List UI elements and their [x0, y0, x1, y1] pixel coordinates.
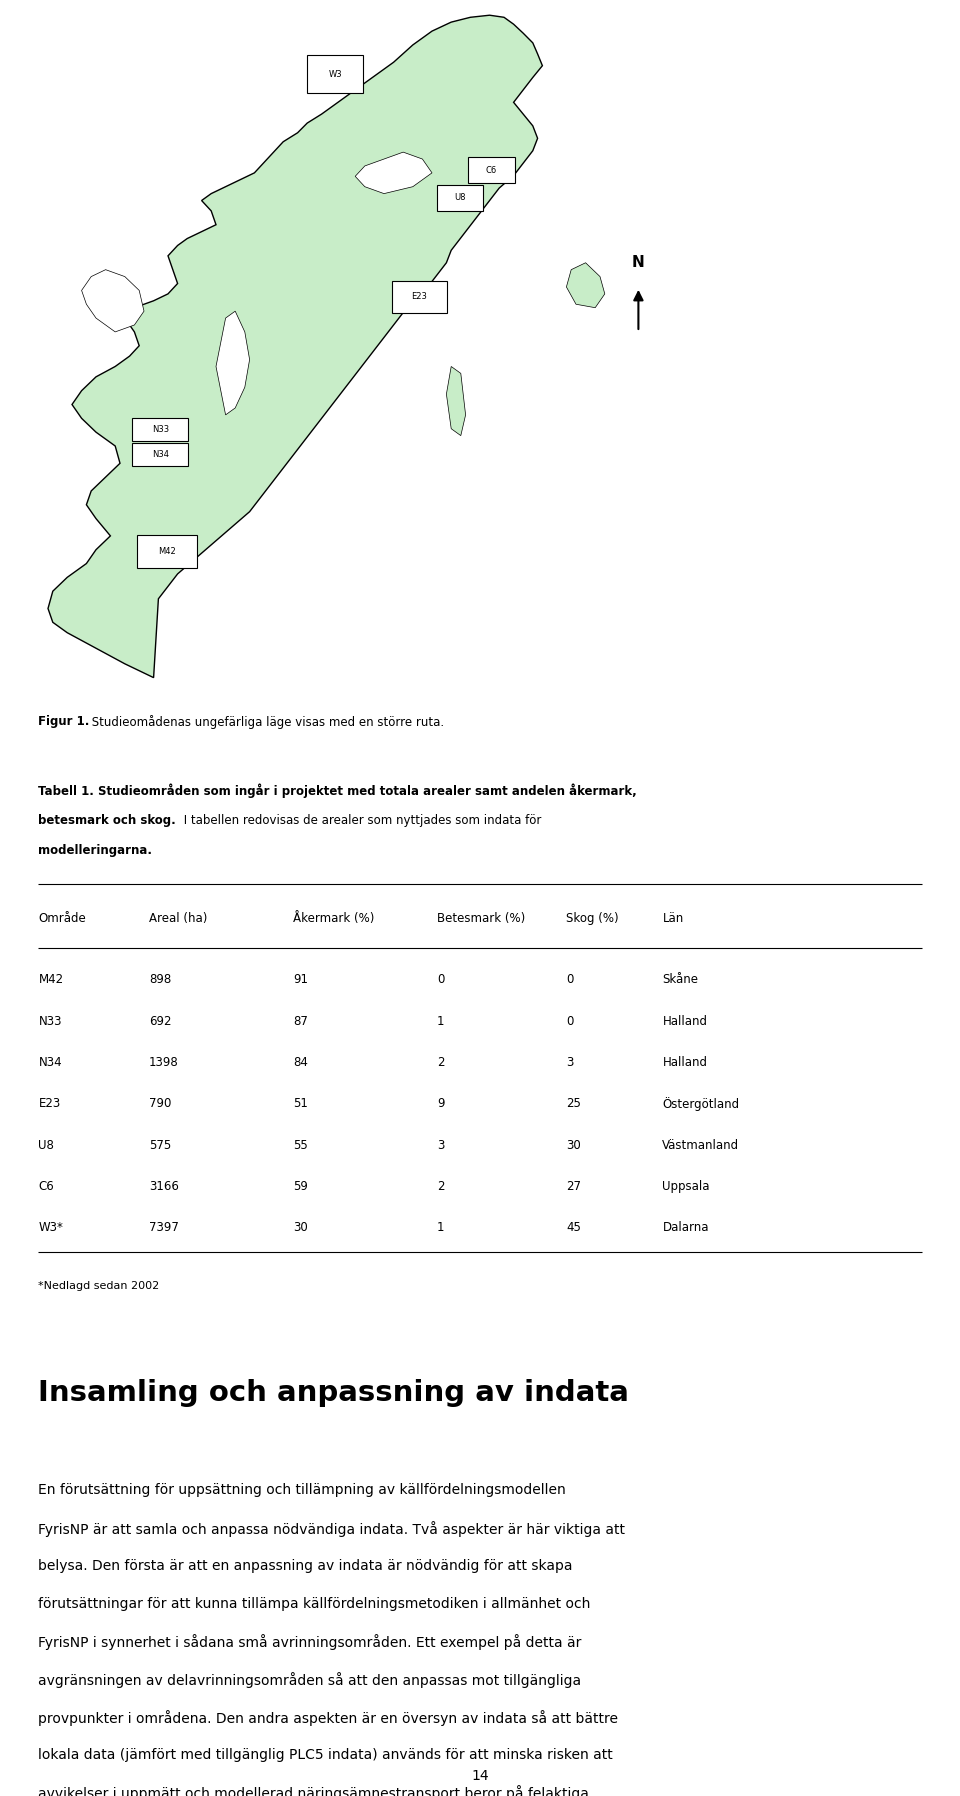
Text: Areal (ha): Areal (ha) [149, 912, 207, 925]
Text: Tabell 1. Studieområden som ingår i projektet med totala arealer samt andelen åk: Tabell 1. Studieområden som ingår i proj… [38, 783, 637, 797]
Text: Uppsala: Uppsala [662, 1180, 709, 1193]
Text: 27: 27 [566, 1180, 582, 1193]
Text: I tabellen redovisas de arealer som nyttjades som indata för: I tabellen redovisas de arealer som nytt… [180, 814, 541, 826]
Text: E23: E23 [412, 293, 427, 302]
Polygon shape [82, 269, 144, 332]
Text: N: N [632, 255, 645, 269]
Text: 59: 59 [293, 1180, 307, 1193]
Text: modelleringarna.: modelleringarna. [38, 844, 153, 857]
Text: avvikelser i uppmätt och modellerad näringsämnestransport beror på felaktiga: avvikelser i uppmätt och modellerad näri… [38, 1785, 589, 1796]
Text: C6: C6 [486, 165, 497, 174]
Text: Skåne: Skåne [662, 973, 698, 986]
Text: 790: 790 [149, 1097, 171, 1110]
Text: C6: C6 [38, 1180, 54, 1193]
Bar [132, 418, 188, 442]
Text: 575: 575 [149, 1139, 171, 1151]
Text: 898: 898 [149, 973, 171, 986]
Text: U8: U8 [454, 194, 466, 203]
Text: Studieomådenas ungefärliga läge visas med en större ruta.: Studieomådenas ungefärliga läge visas me… [88, 715, 444, 729]
Text: 87: 87 [293, 1015, 307, 1027]
Text: 3: 3 [437, 1139, 444, 1151]
Text: 2: 2 [437, 1180, 444, 1193]
Text: 51: 51 [293, 1097, 307, 1110]
Text: 7397: 7397 [149, 1221, 179, 1234]
Text: M42: M42 [158, 548, 176, 557]
Text: 84: 84 [293, 1056, 307, 1069]
Text: N33: N33 [152, 426, 169, 435]
Text: betesmark och skog.: betesmark och skog. [38, 814, 176, 826]
Text: W3*: W3* [38, 1221, 63, 1234]
Text: provpunkter i områdena. Den andra aspekten är en översyn av indata så att bättre: provpunkter i områdena. Den andra aspekt… [38, 1710, 618, 1726]
Text: 692: 692 [149, 1015, 171, 1027]
Bar [307, 56, 363, 93]
Text: Figur 1.: Figur 1. [38, 715, 90, 727]
Text: N33: N33 [38, 1015, 61, 1027]
Text: Betesmark (%): Betesmark (%) [437, 912, 525, 925]
Bar [132, 442, 188, 465]
Text: Dalarna: Dalarna [662, 1221, 708, 1234]
Bar [468, 156, 515, 183]
Text: Skog (%): Skog (%) [566, 912, 619, 925]
Text: Västmanland: Västmanland [662, 1139, 739, 1151]
Text: Län: Län [662, 912, 684, 925]
Text: belysa. Den första är att en anpassning av indata är nödvändig för att skapa: belysa. Den första är att en anpassning … [38, 1559, 573, 1573]
Bar [437, 185, 483, 210]
Text: FyrisNP är att samla och anpassa nödvändiga indata. Två aspekter är här viktiga : FyrisNP är att samla och anpassa nödvänd… [38, 1521, 625, 1537]
Text: FyrisNP i synnerhet i sådana små avrinningsområden. Ett exempel på detta är: FyrisNP i synnerhet i sådana små avrinni… [38, 1634, 582, 1651]
Text: 3166: 3166 [149, 1180, 179, 1193]
Text: 14: 14 [471, 1769, 489, 1783]
Text: 1: 1 [437, 1221, 444, 1234]
Polygon shape [216, 311, 250, 415]
Polygon shape [566, 262, 605, 307]
Text: 0: 0 [437, 973, 444, 986]
Text: 45: 45 [566, 1221, 581, 1234]
Text: Halland: Halland [662, 1015, 708, 1027]
Text: Åkermark (%): Åkermark (%) [293, 912, 374, 925]
Text: 9: 9 [437, 1097, 444, 1110]
Text: W3: W3 [328, 70, 342, 79]
Text: M42: M42 [38, 973, 63, 986]
Text: N34: N34 [38, 1056, 62, 1069]
Text: 0: 0 [566, 1015, 574, 1027]
Text: 55: 55 [293, 1139, 307, 1151]
Polygon shape [48, 14, 542, 677]
Text: 1398: 1398 [149, 1056, 179, 1069]
Bar [137, 535, 197, 568]
Text: 91: 91 [293, 973, 308, 986]
Text: 30: 30 [566, 1139, 581, 1151]
Text: avgränsningen av delavrinningsområden så att den anpassas mot tillgängliga: avgränsningen av delavrinningsområden så… [38, 1672, 582, 1688]
Text: *Nedlagd sedan 2002: *Nedlagd sedan 2002 [38, 1281, 159, 1291]
Text: Halland: Halland [662, 1056, 708, 1069]
Text: förutsättningar för att kunna tillämpa källfördelningsmetodiken i allmänhet och: förutsättningar för att kunna tillämpa k… [38, 1597, 590, 1611]
Text: 1: 1 [437, 1015, 444, 1027]
Bar [392, 282, 447, 313]
Text: Östergötland: Östergötland [662, 1097, 739, 1112]
Text: 30: 30 [293, 1221, 307, 1234]
Polygon shape [446, 366, 466, 436]
Text: Insamling och anpassning av indata: Insamling och anpassning av indata [38, 1379, 629, 1408]
Text: 0: 0 [566, 973, 574, 986]
Text: U8: U8 [38, 1139, 55, 1151]
Text: 3: 3 [566, 1056, 574, 1069]
Text: lokala data (jämfört med tillgänglig PLC5 indata) används för att minska risken : lokala data (jämfört med tillgänglig PLC… [38, 1748, 613, 1762]
Text: En förutsättning för uppsättning och tillämpning av källfördelningsmodellen: En förutsättning för uppsättning och til… [38, 1483, 566, 1498]
Text: Område: Område [38, 912, 86, 925]
Polygon shape [355, 153, 432, 194]
Text: E23: E23 [38, 1097, 60, 1110]
Text: N34: N34 [152, 449, 169, 458]
Text: 25: 25 [566, 1097, 581, 1110]
Text: 2: 2 [437, 1056, 444, 1069]
